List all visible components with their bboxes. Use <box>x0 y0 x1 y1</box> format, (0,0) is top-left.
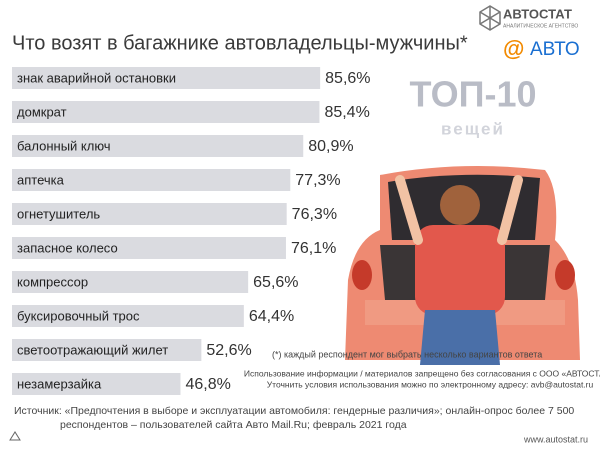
value-label: 77,3% <box>295 172 340 189</box>
bar <box>12 169 291 191</box>
category-label: светоотражающий жилет <box>17 342 168 357</box>
source-line: респондентов – пользователей сайта Авто … <box>60 419 407 431</box>
bar <box>12 203 287 225</box>
partner-icon: @ <box>503 36 524 61</box>
bar <box>12 135 304 157</box>
bar <box>12 339 202 361</box>
value-label: 85,4% <box>324 104 369 121</box>
category-label: аптечка <box>17 172 65 187</box>
value-label: 76,1% <box>291 240 336 257</box>
value-label: 85,6% <box>325 70 370 87</box>
value-label: 65,6% <box>253 274 298 291</box>
bar <box>12 373 181 395</box>
brand: АВТОСТАТ <box>503 6 572 21</box>
category-label: огнетушитель <box>17 206 100 221</box>
value-label: 52,6% <box>206 342 251 359</box>
bar <box>12 305 244 327</box>
badge-sub: вещей <box>441 119 505 138</box>
chart-title: Что возят в багажнике автовладельцы-мужч… <box>12 32 468 54</box>
logo-icon <box>479 5 501 31</box>
notice-line: Использование информации / материалов за… <box>244 368 600 378</box>
value-label: 80,9% <box>308 138 353 155</box>
value-label: 64,4% <box>249 308 294 325</box>
footnote: (*) каждый респондент мог выбрать нескол… <box>272 349 542 359</box>
illustration <box>345 166 580 365</box>
bar <box>12 271 249 293</box>
url: www.autostat.ru <box>523 434 588 444</box>
category-label: запасное колесо <box>17 240 118 255</box>
category-label: балонный ключ <box>17 138 111 153</box>
bar <box>12 101 320 123</box>
bar <box>12 67 321 89</box>
notice-line: Уточнить условия использования можно по … <box>267 379 594 389</box>
category-label: знак аварийной остановки <box>17 70 176 85</box>
value-label: 46,8% <box>185 376 230 393</box>
value-label: 76,3% <box>292 206 337 223</box>
category-label: незамерзайка <box>17 376 102 391</box>
bar <box>12 237 286 259</box>
badge: ТОП-10 <box>409 74 536 115</box>
category-label: компрессор <box>17 274 88 289</box>
corner-icon <box>9 431 21 441</box>
category-label: буксировочный трос <box>17 308 140 323</box>
category-label: домкрат <box>17 104 67 119</box>
source-line: Источник: «Предпочтения в выборе и экспл… <box>14 405 574 417</box>
brand-sub: АНАЛИТИЧЕСКОЕ АГЕНТСТВО <box>503 23 578 29</box>
partner: АВТО <box>530 39 580 60</box>
